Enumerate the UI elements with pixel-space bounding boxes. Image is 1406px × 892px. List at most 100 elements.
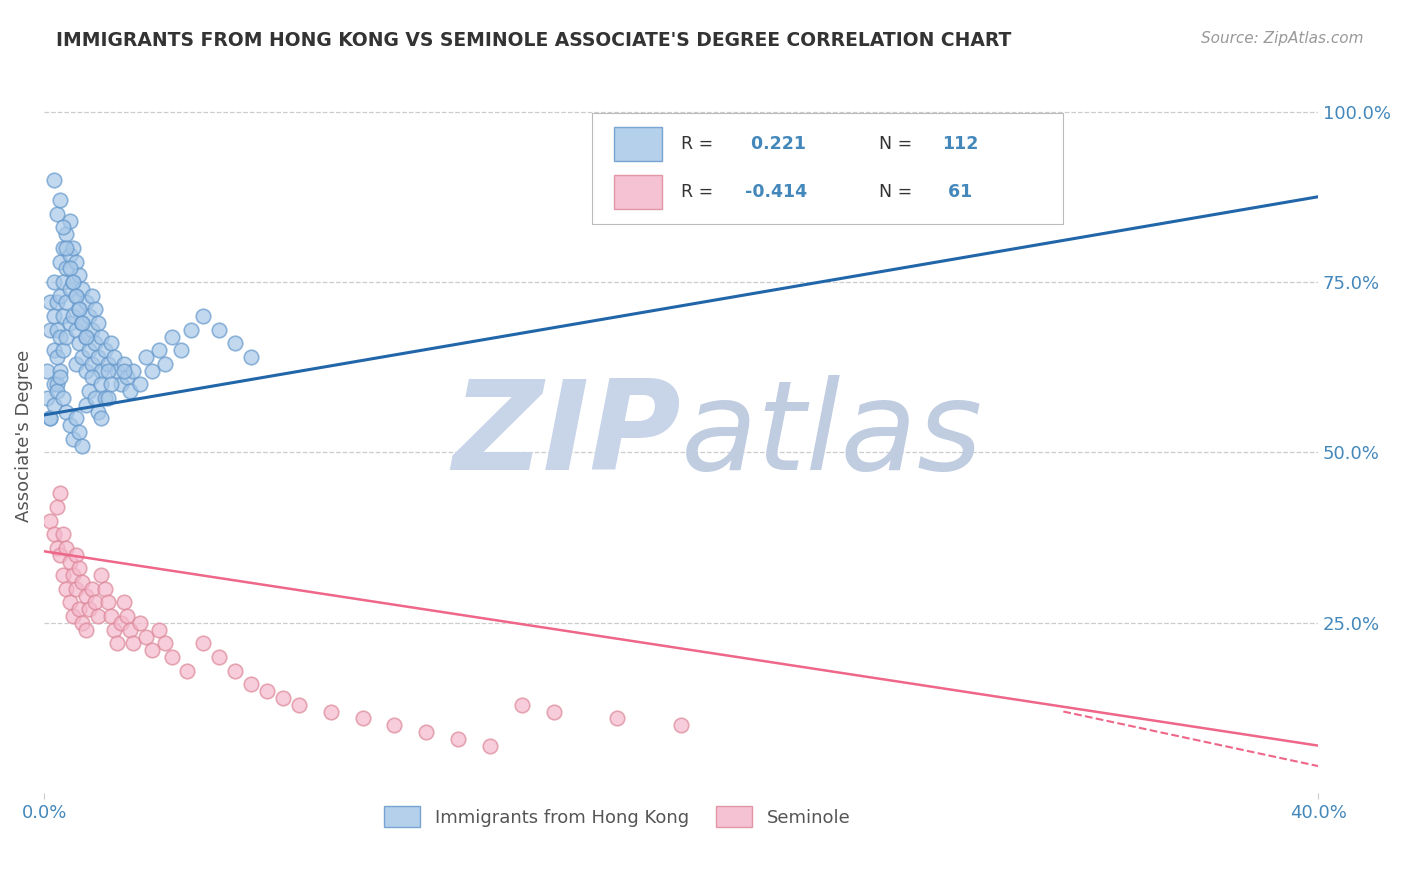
- Point: [208, 650, 231, 665]
- Point: [39, 514, 62, 528]
- Point: [42, 275, 65, 289]
- Point: [52, 220, 75, 235]
- Point: [80, 357, 103, 371]
- Point: [77, 384, 100, 398]
- Point: [42, 309, 65, 323]
- Point: [67, 302, 90, 317]
- Point: [224, 664, 246, 678]
- Point: [62, 275, 84, 289]
- Point: [90, 568, 112, 582]
- Point: [49, 370, 72, 384]
- Point: [606, 711, 628, 725]
- Point: [112, 357, 135, 371]
- Point: [100, 377, 122, 392]
- Point: [75, 398, 97, 412]
- Point: [87, 350, 110, 364]
- Point: [62, 568, 84, 582]
- Point: [193, 309, 215, 323]
- Point: [62, 609, 84, 624]
- Point: [49, 329, 72, 343]
- Point: [58, 248, 80, 262]
- Point: [55, 582, 77, 596]
- Text: IMMIGRANTS FROM HONG KONG VS SEMINOLE ASSOCIATE'S DEGREE CORRELATION CHART: IMMIGRANTS FROM HONG KONG VS SEMINOLE AS…: [56, 31, 1011, 50]
- Point: [37, 391, 59, 405]
- Point: [75, 295, 97, 310]
- Text: 112: 112: [942, 135, 979, 153]
- Point: [352, 711, 374, 725]
- Point: [52, 241, 75, 255]
- Point: [67, 336, 90, 351]
- Point: [84, 336, 107, 351]
- Point: [65, 548, 87, 562]
- Point: [65, 411, 87, 425]
- Point: [75, 329, 97, 343]
- Point: [240, 350, 263, 364]
- Point: [160, 650, 183, 665]
- Point: [84, 391, 107, 405]
- Point: [58, 282, 80, 296]
- Point: [103, 350, 125, 364]
- Point: [45, 377, 67, 392]
- Point: [93, 391, 115, 405]
- Point: [97, 391, 120, 405]
- Point: [62, 432, 84, 446]
- Point: [45, 350, 67, 364]
- Point: [42, 527, 65, 541]
- Point: [39, 411, 62, 425]
- Point: [80, 370, 103, 384]
- Point: [105, 636, 128, 650]
- Point: [160, 329, 183, 343]
- Point: [170, 343, 193, 358]
- Point: [65, 288, 87, 302]
- Point: [45, 207, 67, 221]
- Point: [67, 268, 90, 282]
- Point: [58, 555, 80, 569]
- Point: [55, 541, 77, 555]
- Point: [97, 357, 120, 371]
- Point: [58, 213, 80, 227]
- Point: [84, 595, 107, 609]
- Point: [110, 377, 132, 392]
- Point: [148, 343, 170, 358]
- Point: [193, 636, 215, 650]
- Point: [52, 527, 75, 541]
- Text: Source: ZipAtlas.com: Source: ZipAtlas.com: [1201, 31, 1364, 46]
- Point: [55, 241, 77, 255]
- Point: [49, 363, 72, 377]
- Point: [510, 698, 533, 712]
- Point: [110, 615, 132, 630]
- Point: [58, 418, 80, 433]
- Point: [67, 425, 90, 439]
- Point: [75, 363, 97, 377]
- Point: [52, 391, 75, 405]
- Point: [52, 343, 75, 358]
- Point: [288, 698, 311, 712]
- Legend: Immigrants from Hong Kong, Seminole: Immigrants from Hong Kong, Seminole: [377, 799, 858, 834]
- Point: [384, 718, 406, 732]
- Point: [90, 411, 112, 425]
- Point: [65, 582, 87, 596]
- Point: [80, 288, 103, 302]
- Point: [153, 636, 176, 650]
- Point: [224, 336, 246, 351]
- Point: [112, 595, 135, 609]
- Point: [135, 350, 157, 364]
- Point: [120, 384, 142, 398]
- Point: [128, 377, 150, 392]
- Point: [543, 705, 565, 719]
- Point: [271, 690, 294, 705]
- Point: [72, 574, 94, 589]
- Point: [122, 636, 145, 650]
- Point: [112, 363, 135, 377]
- Text: atlas: atlas: [681, 375, 983, 496]
- Point: [58, 316, 80, 330]
- Point: [97, 363, 120, 377]
- Point: [67, 302, 90, 317]
- Point: [42, 172, 65, 186]
- Point: [128, 615, 150, 630]
- Point: [90, 377, 112, 392]
- Text: N =: N =: [879, 183, 917, 201]
- Point: [115, 370, 138, 384]
- Text: N =: N =: [879, 135, 917, 153]
- Point: [49, 548, 72, 562]
